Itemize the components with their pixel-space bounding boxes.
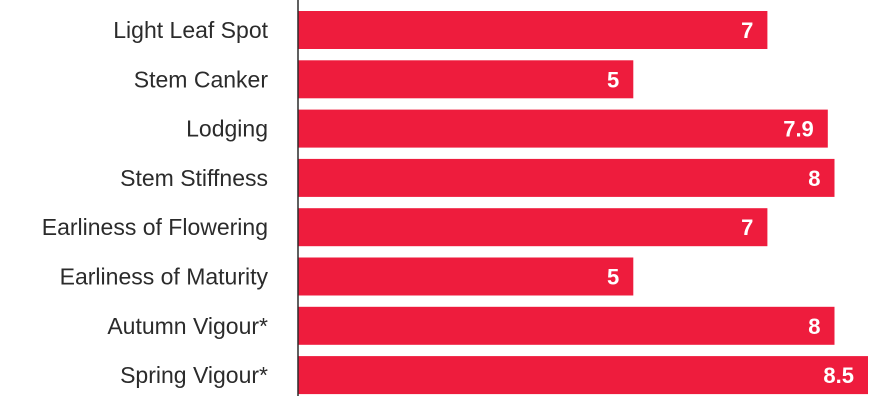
category-label-5: Earliness of Flowering	[42, 214, 268, 240]
category-label-7: Autumn Vigour*	[107, 313, 268, 339]
bar-8	[298, 356, 868, 395]
bar-3	[298, 109, 828, 148]
category-label-1: Light Leaf Spot	[113, 17, 268, 43]
bars-group: Light Leaf Spot 7 Stem Canker 5 Lodging 7.9 St…	[42, 11, 868, 395]
bar-1	[298, 11, 768, 49]
bar-4	[298, 158, 835, 197]
category-label-3: Lodging	[186, 116, 268, 142]
value-label-7: 8	[808, 314, 820, 339]
category-label-6: Earliness of Maturity	[60, 264, 269, 290]
bar-2	[298, 60, 634, 99]
category-label-2: Stem Canker	[134, 66, 269, 92]
category-label-4: Stem Stiffness	[120, 165, 268, 191]
value-label-2: 5	[607, 67, 619, 92]
bar-7	[298, 306, 835, 345]
value-label-1: 7	[741, 18, 753, 43]
value-label-6: 5	[607, 265, 619, 290]
value-label-8: 8.5	[823, 363, 854, 388]
bar-5	[298, 208, 768, 247]
bar-6	[298, 257, 634, 296]
value-label-4: 8	[808, 166, 820, 191]
category-label-8: Spring Vigour*	[120, 362, 268, 388]
value-label-5: 7	[741, 215, 753, 240]
value-label-3: 7.9	[783, 117, 814, 142]
